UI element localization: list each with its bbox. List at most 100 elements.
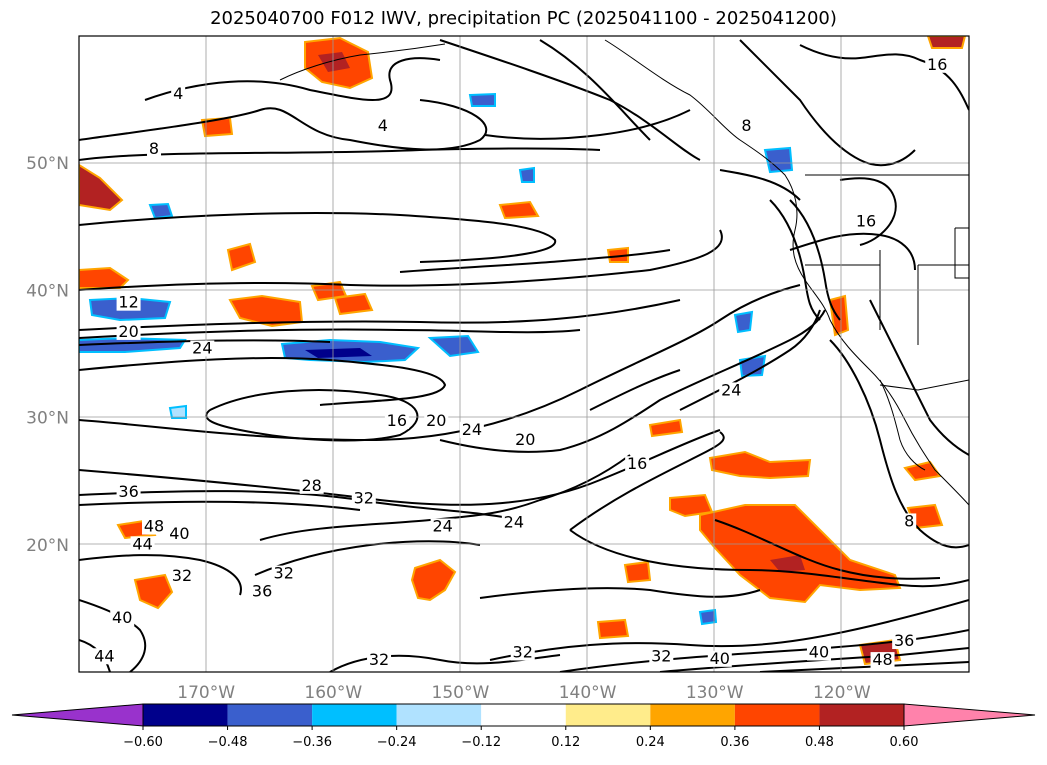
coastlines [279, 39, 969, 506]
colorbar-tick-label: 0.36 [720, 735, 749, 750]
colorbar-frame [142, 703, 905, 727]
contour-label: 32 [513, 642, 533, 661]
contour-label-background [430, 518, 455, 535]
colorbar-segment [565, 704, 651, 726]
contour-label-background [299, 477, 324, 494]
longitude-label: 160°W [304, 683, 362, 703]
precip-negative-area [518, 166, 535, 183]
latitude-label: 20°N [26, 536, 69, 556]
contour-label-background [142, 518, 167, 535]
iwv-contour-line [205, 389, 419, 442]
iwv-contour-line [489, 599, 969, 661]
precip-positive-area [79, 163, 124, 212]
contour-label-background [892, 633, 917, 650]
iwv-contour-line [759, 661, 969, 672]
precip-positive-area [648, 418, 684, 438]
precip-positive-area [498, 200, 540, 220]
contour-label: 24 [462, 420, 482, 439]
iwv-contour-line [679, 309, 821, 411]
contour-label-background [250, 583, 275, 600]
contour-label: 8 [904, 511, 914, 530]
contour-label: 36 [118, 482, 138, 501]
iwv-contour-line [869, 299, 969, 456]
colorbar-tick-label: −0.60 [123, 735, 163, 750]
colorbar-segment [481, 704, 566, 726]
contour-label-background [902, 513, 917, 530]
iwv-contour-line [79, 99, 488, 151]
colorbar-extend-max [903, 703, 1036, 727]
colorbar-segment [650, 704, 735, 726]
contour-label-background [513, 432, 538, 449]
contour-label-background [384, 412, 409, 429]
baja-california-coastline [879, 379, 926, 471]
iwv-contour-line [714, 519, 941, 580]
iwv-contour-line [79, 229, 723, 291]
colorbar-tick-label: 0.60 [890, 735, 919, 750]
contour-label-background [351, 490, 376, 507]
colorbar-segment [143, 704, 228, 726]
precip-negative-area [427, 334, 480, 358]
contour-label: 40 [112, 608, 132, 627]
contour-label-background [92, 648, 117, 665]
iwv-contour-line [739, 39, 916, 167]
contour-label-background [167, 526, 192, 543]
contour-label: 36 [894, 631, 914, 650]
contour-label: 24 [504, 513, 524, 532]
iwv-contour-line [399, 249, 671, 273]
precip-negative-area [468, 92, 496, 107]
contour-label: 20 [515, 430, 535, 449]
latitude-label: 40°N [26, 281, 69, 301]
contour-label-background [925, 56, 950, 73]
map-frame [78, 35, 970, 673]
contour-label-background [375, 117, 390, 134]
iwv-contour-line [79, 328, 581, 339]
contour-label: 24 [721, 380, 741, 399]
precip-negative-area [763, 146, 794, 174]
precip-positive-area [926, 36, 967, 49]
precip-positive-area [828, 294, 850, 337]
contour-label-background [147, 140, 162, 157]
iwv-contour-line [79, 599, 147, 672]
contour-label: 4 [378, 116, 388, 135]
colorbar-tick-label: −0.24 [377, 735, 417, 750]
iwv-contour-line [79, 212, 557, 263]
contour-label-background [271, 565, 296, 582]
contour-label: 40 [169, 524, 189, 543]
contour-label: 20 [426, 411, 446, 430]
contour-label: 32 [274, 564, 294, 583]
colorbar-segment [312, 704, 397, 726]
longitude-label: 170°W [177, 683, 235, 703]
contour-label-background [806, 644, 831, 661]
contour-label: 48 [872, 650, 892, 669]
iwv-contour-line [479, 587, 761, 599]
precip-positive-area [410, 558, 457, 602]
latitude-label: 30°N [26, 409, 69, 429]
contour-label-background [719, 382, 744, 399]
contour-label: 48 [144, 517, 164, 536]
precip-positive-area [699, 504, 902, 604]
iwv-contour-line [254, 540, 481, 576]
contour-label-background [130, 536, 155, 553]
contour-label: 32 [369, 650, 389, 669]
iwv-contour-line [79, 500, 361, 511]
latitude-label: 50°N [26, 154, 69, 174]
colorbar-tick-label: 0.48 [805, 735, 834, 750]
iwv-contour-line [569, 529, 969, 588]
colorbar-segment [819, 704, 904, 726]
colorbar: −0.60 −0.48 −0.36 −0.24 −0.12 0.12 0.24 0.36 0.4… [11, 703, 1036, 750]
contour-label-background [625, 456, 650, 473]
contour-label-background [171, 86, 186, 103]
contour-label: 28 [301, 476, 321, 495]
precip-negative-core [305, 348, 372, 358]
colorbar-extend-min [11, 703, 144, 727]
contour-label: 4 [173, 84, 183, 103]
contour-label: 16 [627, 454, 647, 473]
iwv-contour-line [79, 429, 721, 506]
precip-negative-area [148, 202, 174, 220]
iwv-contour-line [659, 647, 969, 672]
map-title: 2025040700 F012 IWV, precipitation PC (2… [210, 8, 837, 29]
iwv-contour-line [539, 39, 651, 141]
precip-positive-core [770, 555, 805, 572]
contour-label: 24 [432, 517, 452, 536]
